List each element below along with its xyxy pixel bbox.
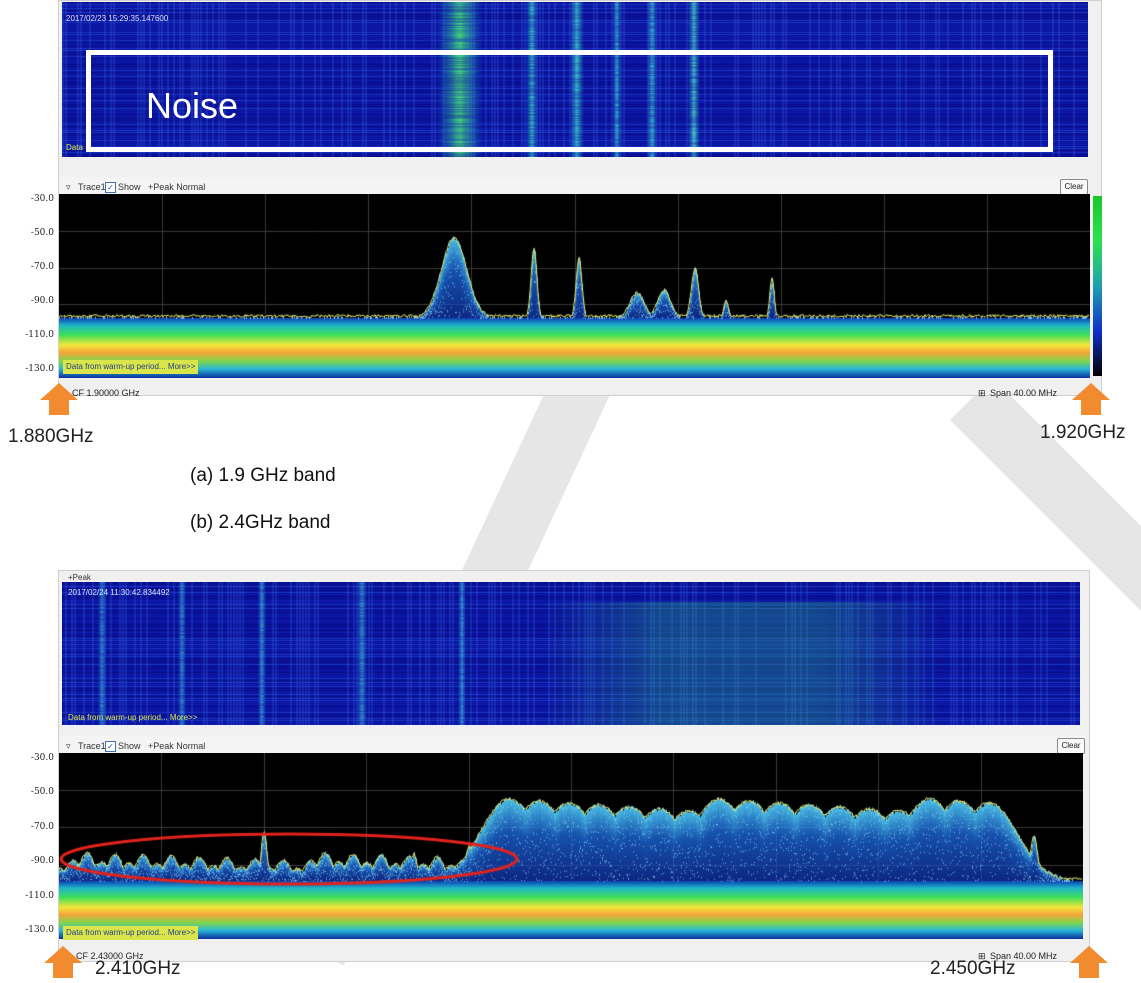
- y-tick-label: -130.0: [25, 925, 54, 935]
- caption-b: (b) 2.4GHz band: [190, 512, 331, 533]
- panel-a-right-frequency: 1.920GHz: [1040, 422, 1126, 443]
- panel-b-peak-label: +Peak: [68, 573, 91, 582]
- panel-a-timestamp: 2017/02/23 15:29:35.147600: [66, 14, 169, 23]
- caption-a: (a) 1.9 GHz band: [190, 465, 336, 486]
- y-tick-label: -130.0: [25, 364, 54, 374]
- show-label: Show: [118, 741, 141, 751]
- trace-mode-label: +Peak Normal: [148, 182, 206, 192]
- y-tick-label: -70.0: [30, 262, 54, 272]
- panel-b-waterfall-footer: Data from warm-up period... More>>: [68, 713, 198, 722]
- noise-label: Noise: [146, 85, 239, 126]
- show-checkbox[interactable]: ✓: [105, 741, 116, 752]
- y-tick-label: -30.0: [30, 194, 54, 204]
- panel-a-span: Span 40.00 MHz: [990, 388, 1058, 398]
- trace-collapse-icon[interactable]: ▿: [66, 741, 71, 751]
- y-tick-label: -50.0: [30, 228, 54, 238]
- panel-b-timestamp: 2017/02/24 11:30:42.834492: [68, 588, 170, 597]
- trace-name: Trace1: [78, 741, 106, 751]
- y-tick-label: -90.0: [30, 296, 54, 306]
- panel-a-center-frequency: CF 1.90000 GHz: [72, 388, 140, 398]
- panel-b-waterfall: [62, 582, 1080, 725]
- panel-a-trace-header: ▿ Trace1 ✓ Show +Peak Normal Clear: [60, 177, 1088, 197]
- panel-b-status-bar[interactable]: Data from warm-up period... More>>: [63, 926, 199, 940]
- show-label: Show: [118, 182, 141, 192]
- panel-b-center-frequency: CF 2.43000 GHz: [76, 951, 144, 961]
- panel-a-spectrum-plot: [59, 194, 1090, 378]
- y-tick-label: -90.0: [30, 856, 54, 867]
- trace-collapse-icon[interactable]: ▿: [66, 182, 71, 192]
- panel-a-left-frequency: 1.880GHz: [8, 426, 94, 447]
- panel-a-waterfall-footer: Data: [66, 143, 83, 152]
- panel-a-span-icon[interactable]: ⊞: [978, 388, 986, 398]
- panel-b-left-frequency: 2.410GHz: [95, 958, 181, 979]
- noise-highlight-box: [86, 50, 1053, 152]
- panel-a-waterfall: [62, 2, 1088, 157]
- trace-mode-label: +Peak Normal: [148, 741, 206, 751]
- y-tick-label: -30.0: [30, 753, 54, 763]
- panel-b-right-frequency: 2.450GHz: [930, 958, 1016, 979]
- clear-button[interactable]: Clear: [1060, 179, 1088, 195]
- panel-b-span-icon[interactable]: ⊞: [978, 951, 986, 961]
- y-tick-label: -70.0: [30, 821, 54, 832]
- panel-b-span: Span 40.00 MHz: [990, 951, 1058, 961]
- y-tick-label: -50.0: [30, 787, 54, 798]
- trace-name: Trace1: [78, 182, 106, 192]
- y-tick-label: -110.0: [25, 330, 54, 340]
- panel-a-colorbar: [1093, 196, 1102, 376]
- clear-button[interactable]: Clear: [1057, 738, 1085, 754]
- y-tick-label: -110.0: [25, 890, 54, 901]
- panel-b-spectrum-plot: [59, 753, 1083, 939]
- show-checkbox[interactable]: ✓: [105, 182, 116, 193]
- panel-b-trace-header: ▿ Trace1 ✓ Show +Peak Normal Clear: [60, 736, 1085, 756]
- panel-a-status-bar[interactable]: Data from warm-up period... More>>: [63, 360, 199, 374]
